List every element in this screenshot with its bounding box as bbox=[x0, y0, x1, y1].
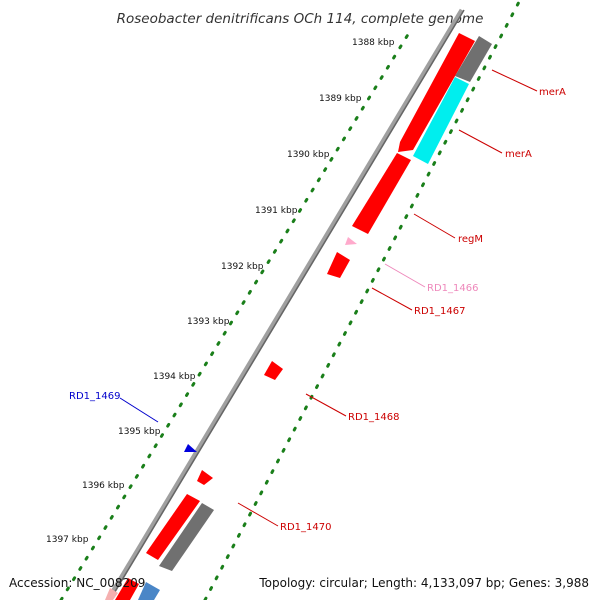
gene-label[interactable]: regM bbox=[458, 234, 483, 245]
tick-label: 1395 kbp bbox=[118, 427, 161, 437]
tick-label: 1391 kbp bbox=[255, 206, 298, 216]
gene-bar-grey-top[interactable] bbox=[455, 36, 492, 82]
tick-label: 1396 kbp bbox=[82, 481, 125, 491]
leader-line-rd1-1470 bbox=[237, 502, 279, 527]
gene-label-leaders bbox=[119, 69, 538, 527]
gene-bar-red-top[interactable] bbox=[398, 33, 475, 152]
gene-bar-red-bottom[interactable] bbox=[146, 494, 200, 560]
outer-ruler-dotted-line bbox=[59, 26, 414, 600]
gene-label[interactable]: RD1_1470 bbox=[280, 522, 331, 533]
kbp-tick-labels: 1388 kbp 1389 kbp 1390 kbp 1391 kbp 1392… bbox=[46, 38, 395, 545]
gene-bar-grey-bottom[interactable] bbox=[159, 503, 214, 571]
gene-arrow-red-1468[interactable] bbox=[264, 361, 283, 380]
genome-title: Roseobacter denitrificans OCh 114, compl… bbox=[117, 11, 484, 27]
tick-label: 1393 kbp bbox=[187, 317, 230, 327]
inner-ruler-dotted-line bbox=[203, 0, 522, 600]
leader-line-mera-1 bbox=[491, 69, 538, 92]
gene-arrow-blue-1469[interactable] bbox=[184, 444, 197, 452]
gene-label[interactable]: RD1_1466 bbox=[427, 283, 478, 294]
leader-line-rd1-1468 bbox=[305, 393, 347, 417]
leader-line-regm bbox=[413, 213, 456, 239]
tick-label: 1388 kbp bbox=[352, 38, 395, 48]
gene-label[interactable]: merA bbox=[539, 87, 566, 98]
topology-summary-text: Topology: circular; Length: 4,133,097 bp… bbox=[258, 576, 589, 590]
gene-arrow-red-1467[interactable] bbox=[327, 252, 350, 278]
genome-backbone bbox=[105, 8, 465, 600]
leader-line-rd1-1467 bbox=[371, 287, 413, 311]
gene-bar-pale-edge bbox=[105, 588, 118, 600]
gene-labels: merA merA regM RD1_1466 RD1_1467 RD1_146… bbox=[69, 87, 566, 533]
tick-label: 1389 kbp bbox=[319, 94, 362, 104]
tick-label: 1392 kbp bbox=[221, 262, 264, 272]
leader-line-rd1-1469 bbox=[119, 397, 159, 423]
genome-backbone-shadow bbox=[109, 9, 465, 600]
gene-bar-cyan[interactable] bbox=[413, 77, 469, 164]
accession-text: Accession: NC_008209 bbox=[9, 576, 145, 590]
gene-label[interactable]: RD1_1467 bbox=[414, 306, 465, 317]
leader-line-rd1-1466 bbox=[384, 263, 426, 288]
gene-label[interactable]: RD1_1468 bbox=[348, 412, 399, 423]
leader-line-mera-2 bbox=[458, 129, 503, 154]
gene-arrow-pink[interactable] bbox=[345, 237, 357, 245]
gene-label[interactable]: RD1_1469 bbox=[69, 391, 120, 402]
gene-label[interactable]: merA bbox=[505, 149, 532, 160]
gene-bar-blue-edge[interactable] bbox=[138, 582, 160, 600]
tick-label: 1397 kbp bbox=[46, 535, 89, 545]
tick-label: 1394 kbp bbox=[153, 372, 196, 382]
gene-bar-red-edge[interactable] bbox=[115, 578, 139, 600]
tick-label: 1390 kbp bbox=[287, 150, 330, 160]
gene-bar-red-mid[interactable] bbox=[352, 153, 411, 234]
gene-arrow-red-1470[interactable] bbox=[197, 470, 213, 485]
